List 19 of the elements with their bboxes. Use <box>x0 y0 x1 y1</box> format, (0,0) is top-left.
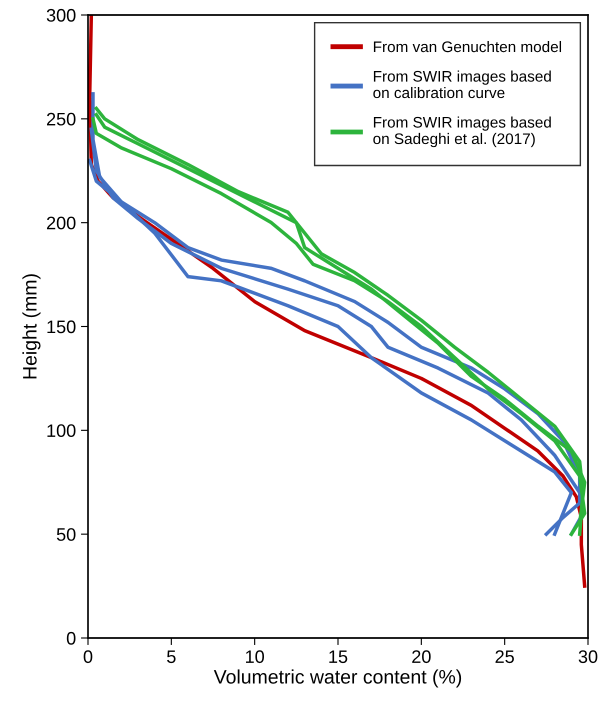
x-tick-label: 0 <box>84 650 92 664</box>
x-tick-label: 10 <box>246 650 264 664</box>
y-tick-label: 200 <box>46 216 76 230</box>
y-tick-label: 100 <box>47 424 76 438</box>
x-tick-label: 15 <box>329 650 348 664</box>
y-tick-label: 150 <box>47 320 76 334</box>
legend-label: From SWIR images based on Sadeghi et al. (2017) <box>373 116 551 148</box>
y-tick-label: 0 <box>66 632 76 645</box>
legend-label: From SWIR images based on calibration curve <box>373 70 551 98</box>
x-axis-title: Volumetric water content (%) <box>214 669 462 688</box>
y-tick-label: 300 <box>46 8 76 22</box>
y-tick-label: 250 <box>46 112 76 126</box>
x-tick-label: 30 <box>578 650 598 664</box>
y-tick-label: 50 <box>56 528 76 541</box>
legend-label: From van Genuchten model <box>374 40 562 52</box>
x-tick-label: 20 <box>412 650 431 664</box>
x-tick-label: 5 <box>167 650 176 664</box>
x-tick-label: 25 <box>496 650 514 664</box>
y-axis-title: Height (mm) <box>22 274 41 378</box>
